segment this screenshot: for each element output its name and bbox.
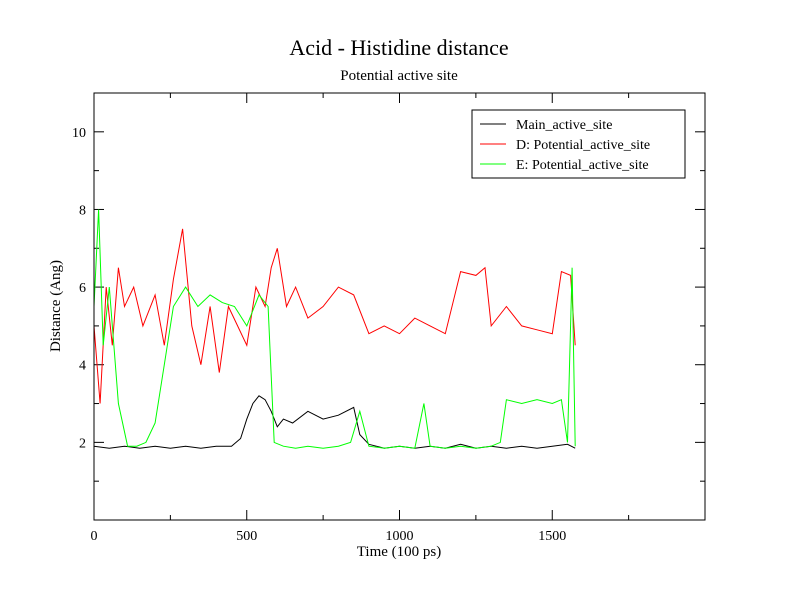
x-tick-label: 1500 [538, 529, 566, 544]
chart-subtitle: Potential active site [340, 68, 458, 84]
legend-entry-e: E: Potential_active_site [480, 158, 649, 173]
y-axis-label: Distance (Ang) [48, 260, 64, 352]
legend: Main_active_site D: Potential_active_sit… [471, 109, 686, 179]
series-layer [93, 209, 576, 449]
chart-title: Acid - Histidine distance [289, 35, 508, 60]
axis-ticks: 0 500 1000 1500 2 4 6 8 10 [72, 92, 705, 544]
x-tick-label: 1000 [386, 529, 414, 544]
legend-entry-main: Main_active_site [480, 118, 612, 133]
series-line-d [93, 228, 576, 404]
plot-frame [93, 92, 706, 521]
x-tick-label: 500 [236, 529, 257, 544]
legend-label-main: Main_active_site [516, 118, 612, 133]
legend-entry-d: D: Potential_active_site [480, 138, 650, 153]
x-tick-label: 0 [91, 529, 98, 544]
y-tick-label: 10 [72, 126, 86, 141]
legend-label-e: E: Potential_active_site [516, 158, 649, 173]
legend-box [471, 109, 686, 179]
y-tick-label: 6 [79, 281, 86, 296]
y-tick-label: 8 [79, 203, 86, 218]
series-line-e [93, 209, 576, 449]
x-axis-label: Time (100 ps) [357, 544, 441, 560]
legend-label-d: D: Potential_active_site [516, 138, 650, 153]
y-tick-label: 2 [79, 436, 86, 451]
y-tick-label: 4 [79, 359, 86, 374]
